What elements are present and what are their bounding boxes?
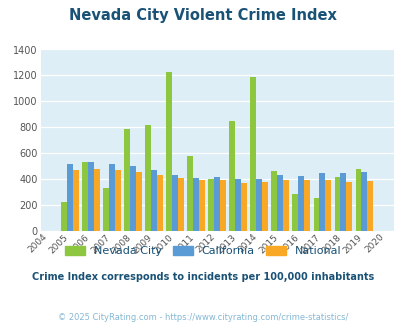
Bar bbox=[172, 175, 178, 231]
Bar bbox=[67, 164, 73, 231]
Bar bbox=[319, 173, 324, 231]
Bar bbox=[229, 121, 235, 231]
Bar bbox=[157, 175, 162, 231]
Bar bbox=[334, 177, 339, 231]
Bar bbox=[166, 72, 172, 231]
Bar bbox=[339, 173, 345, 231]
Bar bbox=[187, 156, 193, 231]
Text: Nevada City Violent Crime Index: Nevada City Violent Crime Index bbox=[69, 8, 336, 23]
Bar bbox=[73, 170, 79, 231]
Bar bbox=[298, 176, 303, 231]
Bar bbox=[235, 179, 241, 231]
Bar bbox=[124, 129, 130, 231]
Bar bbox=[88, 162, 94, 231]
Bar bbox=[109, 164, 115, 231]
Bar bbox=[313, 198, 319, 231]
Bar bbox=[271, 171, 277, 231]
Legend: Nevada City, California, National: Nevada City, California, National bbox=[60, 242, 345, 261]
Bar bbox=[262, 182, 267, 231]
Bar bbox=[367, 181, 372, 231]
Bar bbox=[256, 179, 262, 231]
Bar bbox=[136, 172, 142, 231]
Bar bbox=[355, 169, 360, 231]
Bar bbox=[94, 169, 100, 231]
Bar bbox=[61, 202, 67, 231]
Bar bbox=[208, 179, 214, 231]
Bar bbox=[178, 179, 183, 231]
Bar bbox=[151, 170, 157, 231]
Bar bbox=[103, 187, 109, 231]
Bar bbox=[283, 180, 288, 231]
Bar bbox=[198, 180, 205, 231]
Bar bbox=[345, 182, 351, 231]
Text: © 2025 CityRating.com - https://www.cityrating.com/crime-statistics/: © 2025 CityRating.com - https://www.city… bbox=[58, 314, 347, 322]
Bar bbox=[115, 170, 121, 231]
Bar bbox=[145, 125, 151, 231]
Bar bbox=[292, 194, 298, 231]
Bar bbox=[250, 77, 256, 231]
Bar bbox=[193, 178, 198, 231]
Bar bbox=[303, 181, 309, 231]
Bar bbox=[220, 181, 226, 231]
Bar bbox=[324, 181, 330, 231]
Bar bbox=[130, 166, 136, 231]
Bar bbox=[360, 172, 367, 231]
Text: Crime Index corresponds to incidents per 100,000 inhabitants: Crime Index corresponds to incidents per… bbox=[32, 272, 373, 282]
Bar bbox=[241, 183, 247, 231]
Bar bbox=[82, 162, 88, 231]
Bar bbox=[277, 175, 283, 231]
Bar bbox=[214, 177, 220, 231]
